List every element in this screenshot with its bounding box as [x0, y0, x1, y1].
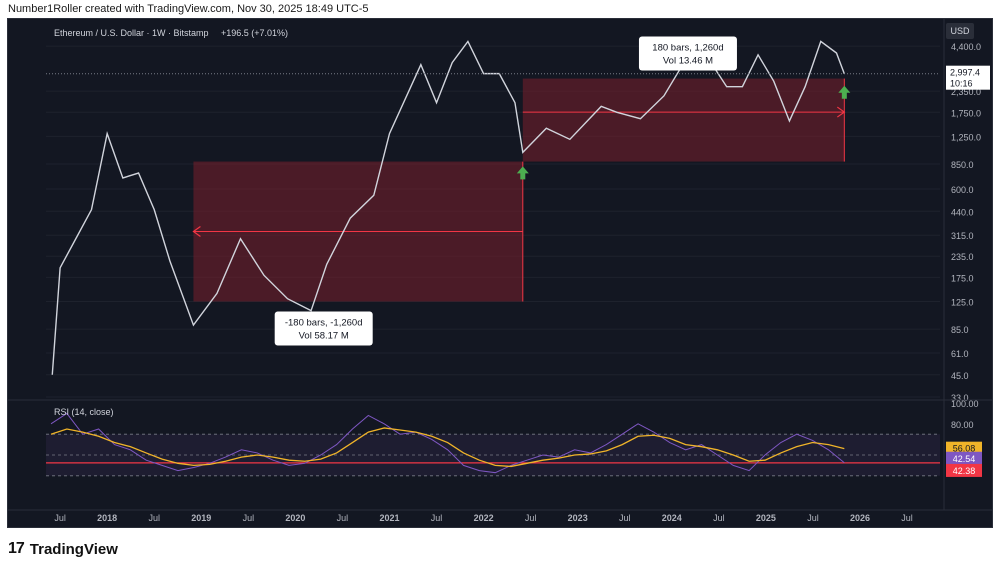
measure-label-box [638, 36, 737, 71]
measure-label-bars: 180 bars, 1,260d [652, 43, 723, 54]
price-y-tick-label: 850.0 [951, 160, 974, 170]
price-y-tick-label: 440.0 [951, 207, 974, 217]
price-y-tick-label: 175.0 [951, 273, 974, 283]
current-countdown-label: 10:16 [950, 79, 973, 89]
chart-svg[interactable]: 4,400.0 2,350.0 1,750.0 1,250.0 850.0 600.0 44… [8, 19, 992, 527]
chart-credit: Number1Roller created with TradingView.c… [8, 3, 369, 15]
time-axis-tick-label: 2018 [97, 513, 117, 523]
rsi-y-tick-label: 80.00 [951, 420, 974, 430]
time-axis-tick-label: Jul [713, 513, 725, 523]
time-axis-tick-label: 2021 [379, 513, 399, 523]
time-axis-tick-label: Jul [619, 513, 631, 523]
time-axis-tick-label: 2019 [191, 513, 211, 523]
price-y-tick-label: 4,400.0 [951, 42, 981, 52]
chart-panel[interactable]: 4,400.0 2,350.0 1,750.0 1,250.0 850.0 600.0 44… [7, 18, 993, 528]
price-y-tick-label: 315.0 [951, 231, 974, 241]
range-box [522, 78, 845, 162]
time-axis-tick-label: 2025 [756, 513, 776, 523]
time-axis-tick-label: Jul [337, 513, 349, 523]
rsi-value-box [946, 451, 982, 465]
price-y-tick-label: 61.0 [951, 349, 969, 359]
time-axis-tick-label: Jul [901, 513, 913, 523]
tradingview-logo-mark: 17 [8, 540, 25, 557]
price-y-tick-label: 125.0 [951, 298, 974, 308]
range-arrow-head [192, 226, 201, 238]
tradingview-logo: 17 TradingView [8, 540, 118, 558]
time-axis-tick-label: Jul [431, 513, 443, 523]
price-series-line [51, 40, 845, 375]
time-axis-tick-label: Jul [54, 513, 66, 523]
rsi-value-box [946, 463, 982, 477]
price-y-tick-label: 235.0 [951, 252, 974, 262]
price-y-tick-label: 1,250.0 [951, 132, 981, 142]
time-axis-tick-label: 2022 [474, 513, 494, 523]
current-price-label: 2,997.4 [950, 68, 980, 78]
time-axis-tick-label: Jul [525, 513, 537, 523]
measure-label-bars: -180 bars, -1,260d [285, 318, 363, 329]
price-y-tick-label: 1,750.0 [951, 108, 981, 118]
price-y-tick-label: 45.0 [951, 371, 969, 381]
measure-label-volume: Vol 58.17 M [299, 331, 349, 342]
time-axis-tick-label: Jul [148, 513, 160, 523]
rsi-series-line [50, 412, 845, 474]
time-axis-tick-label: 2026 [850, 513, 870, 523]
time-axis-tick-label: 2024 [662, 513, 682, 523]
green-arrow-icon [516, 166, 529, 180]
time-axis-tick-label: Jul [807, 513, 819, 523]
time-axis-tick-label: 2023 [568, 513, 588, 523]
measure-label-box [274, 311, 373, 346]
rsi-value-box [946, 441, 982, 455]
rsi-value-label: 42.38 [953, 466, 976, 476]
price-y-tick-label: 2,350.0 [951, 87, 981, 97]
price-y-tick-label: 85.0 [951, 325, 969, 335]
time-axis-tick-label: 2020 [285, 513, 305, 523]
price-y-tick-label: 600.0 [951, 185, 974, 195]
currency-label: USD [950, 26, 970, 36]
measure-label-volume: Vol 13.46 M [663, 56, 713, 67]
tradingview-logo-text: TradingView [29, 540, 118, 558]
symbol-title: Ethereum / U.S. Dollar · 1W · Bitstamp [54, 28, 209, 38]
rsi-value-label: 42.54 [953, 454, 976, 464]
rsi-ma-line [50, 427, 845, 468]
time-axis-tick-label: Jul [243, 513, 255, 523]
rsi-value-label: 56.08 [953, 444, 976, 454]
rsi-title: RSI (14, close) [54, 407, 114, 417]
price-y-tick-label: 33.0 [951, 393, 969, 403]
green-arrow-icon [838, 85, 851, 99]
current-price-box [946, 65, 990, 90]
range-arrow-head [836, 106, 846, 118]
rsi-y-tick-label: 100.00 [951, 399, 979, 409]
currency-box [946, 23, 974, 39]
symbol-change: +196.5 (+7.01%) [221, 28, 288, 38]
